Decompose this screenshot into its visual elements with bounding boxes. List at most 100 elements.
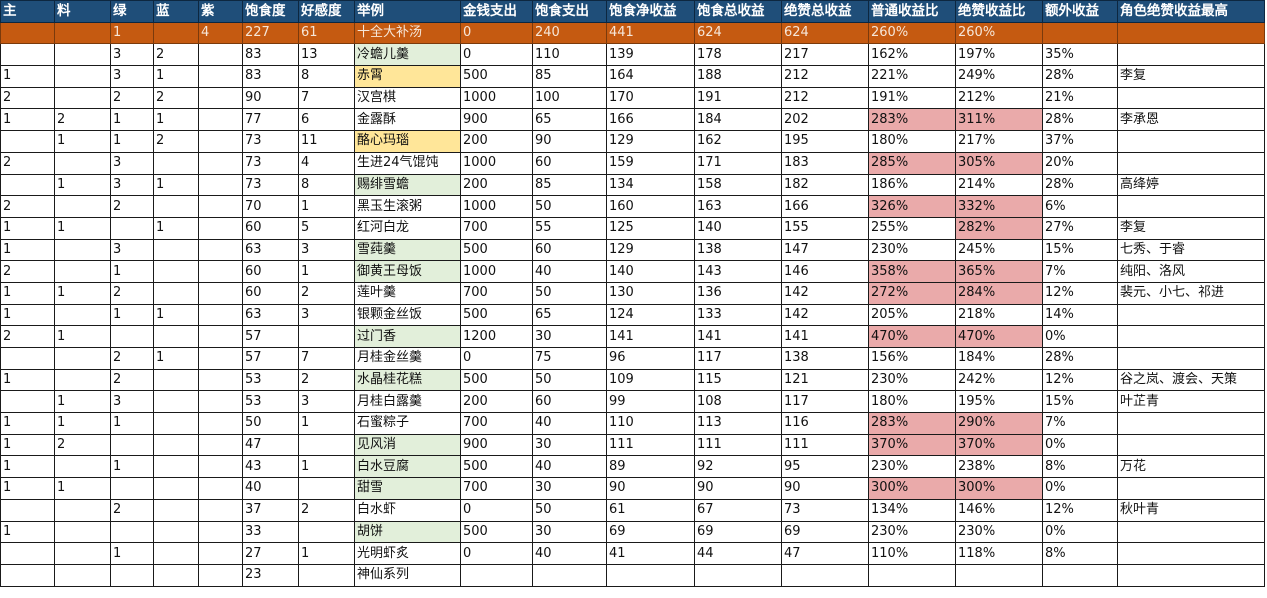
cell-col-extra-gain[interactable]: 15% <box>1042 390 1118 414</box>
cell-col-green[interactable]: 1 <box>110 455 154 479</box>
cell-col-normal-ratio[interactable]: 186% <box>868 173 956 197</box>
cell-col-money-cost[interactable]: 900 <box>460 108 533 132</box>
cell-col-satiety[interactable]: 40 <box>242 477 299 500</box>
cell-col-best-character[interactable] <box>1117 347 1265 370</box>
cell-col-money-cost[interactable]: 1000 <box>460 86 533 110</box>
cell-col-extra-gain[interactable]: 12% <box>1042 368 1118 392</box>
cell-col-normal-ratio[interactable]: 230% <box>868 520 956 544</box>
cell-col-excellent-total[interactable]: 624 <box>781 21 869 45</box>
cell-col-main[interactable]: 1 <box>0 303 55 327</box>
cell-col-satiety-total[interactable]: 136 <box>694 281 782 305</box>
cell-col-best-character[interactable] <box>1117 86 1265 110</box>
cell-col-ingredient[interactable]: 2 <box>54 108 111 132</box>
cell-col-example[interactable]: 银颗金丝饭 <box>354 303 461 327</box>
cell-col-normal-ratio[interactable]: 180% <box>868 130 956 153</box>
cell-col-best-character[interactable]: 秋叶青 <box>1117 498 1265 522</box>
cell-col-purple[interactable] <box>198 412 243 435</box>
cell-col-excellent-total[interactable]: 117 <box>781 390 869 414</box>
cell-col-satiety-net[interactable]: 99 <box>606 390 695 414</box>
cell-col-satiety-net[interactable]: 89 <box>606 455 695 479</box>
cell-col-satiety-cost[interactable]: 30 <box>532 477 607 500</box>
cell-col-excellent-ratio[interactable]: 195% <box>955 390 1043 414</box>
cell-col-satiety[interactable]: 70 <box>242 195 299 218</box>
cell-col-favor[interactable]: 1 <box>298 260 355 283</box>
cell-col-excellent-total[interactable]: 47 <box>781 542 869 565</box>
cell-col-best-character[interactable] <box>1117 563 1265 587</box>
cell-col-satiety-cost[interactable]: 30 <box>532 433 607 457</box>
cell-col-excellent-total[interactable]: 141 <box>781 325 869 348</box>
cell-col-blue[interactable] <box>153 238 199 262</box>
cell-col-example[interactable]: 莲叶羹 <box>354 281 461 305</box>
cell-col-satiety[interactable]: 73 <box>242 130 299 153</box>
cell-col-main[interactable] <box>0 390 55 414</box>
cell-col-money-cost[interactable]: 200 <box>460 173 533 197</box>
cell-col-excellent-ratio[interactable]: 311% <box>955 108 1043 132</box>
cell-col-normal-ratio[interactable]: 272% <box>868 281 956 305</box>
cell-col-satiety-net[interactable]: 96 <box>606 347 695 370</box>
cell-col-excellent-total[interactable]: 183 <box>781 151 869 175</box>
cell-col-blue[interactable] <box>153 542 199 565</box>
cell-col-satiety-net[interactable]: 61 <box>606 498 695 522</box>
cell-col-normal-ratio[interactable]: 230% <box>868 368 956 392</box>
cell-col-satiety-net[interactable]: 166 <box>606 108 695 132</box>
cell-col-satiety-total[interactable]: 171 <box>694 151 782 175</box>
cell-col-example[interactable]: 黑玉生滚粥 <box>354 195 461 218</box>
cell-col-excellent-total[interactable]: 69 <box>781 520 869 544</box>
cell-col-satiety-total[interactable]: 92 <box>694 455 782 479</box>
cell-col-ingredient[interactable] <box>54 542 111 565</box>
cell-col-blue[interactable]: 2 <box>153 86 199 110</box>
cell-col-extra-gain[interactable]: 12% <box>1042 281 1118 305</box>
cell-col-satiety[interactable]: 60 <box>242 281 299 305</box>
cell-col-main[interactable]: 2 <box>0 151 55 175</box>
cell-col-blue[interactable] <box>153 498 199 522</box>
cell-col-example[interactable]: 赤霄 <box>354 65 461 88</box>
cell-col-purple[interactable] <box>198 108 243 132</box>
cell-col-best-character[interactable]: 李复 <box>1117 65 1265 88</box>
cell-col-normal-ratio[interactable]: 156% <box>868 347 956 370</box>
header-col-money-cost[interactable]: 金钱支出 <box>460 0 533 23</box>
cell-col-main[interactable]: 2 <box>0 260 55 283</box>
cell-col-satiety-total[interactable]: 143 <box>694 260 782 283</box>
cell-col-example[interactable]: 白水虾 <box>354 498 461 522</box>
cell-col-excellent-total[interactable]: 111 <box>781 433 869 457</box>
cell-col-excellent-total[interactable]: 116 <box>781 412 869 435</box>
header-col-example[interactable]: 举例 <box>354 0 461 23</box>
cell-col-favor[interactable] <box>298 563 355 587</box>
cell-col-satiety[interactable]: 83 <box>242 65 299 88</box>
cell-col-excellent-ratio[interactable]: 146% <box>955 498 1043 522</box>
cell-col-best-character[interactable]: 裴元、小七、祁进 <box>1117 281 1265 305</box>
header-col-ingredient[interactable]: 料 <box>54 0 111 23</box>
cell-col-normal-ratio[interactable]: 230% <box>868 455 956 479</box>
cell-col-favor[interactable]: 61 <box>298 21 355 45</box>
cell-col-green[interactable]: 1 <box>110 412 154 435</box>
cell-col-extra-gain[interactable]: 14% <box>1042 303 1118 327</box>
cell-col-purple[interactable] <box>198 260 243 283</box>
cell-col-best-character[interactable] <box>1117 43 1265 67</box>
cell-col-money-cost[interactable]: 700 <box>460 281 533 305</box>
cell-col-favor[interactable] <box>298 325 355 348</box>
cell-col-example[interactable]: 甜雪 <box>354 477 461 500</box>
cell-col-normal-ratio[interactable]: 260% <box>868 21 956 45</box>
header-col-favor[interactable]: 好感度 <box>298 0 355 23</box>
cell-col-satiety[interactable]: 43 <box>242 455 299 479</box>
cell-col-excellent-ratio[interactable]: 218% <box>955 303 1043 327</box>
cell-col-blue[interactable] <box>153 195 199 218</box>
cell-col-satiety-net[interactable]: 129 <box>606 130 695 153</box>
cell-col-example[interactable]: 赐绯雪蟾 <box>354 173 461 197</box>
cell-col-extra-gain[interactable]: 20% <box>1042 151 1118 175</box>
cell-col-excellent-ratio[interactable]: 214% <box>955 173 1043 197</box>
cell-col-excellent-total[interactable]: 182 <box>781 173 869 197</box>
cell-col-satiety-total[interactable]: 67 <box>694 498 782 522</box>
cell-col-ingredient[interactable]: 1 <box>54 477 111 500</box>
cell-col-satiety-total[interactable]: 90 <box>694 477 782 500</box>
cell-col-main[interactable]: 1 <box>0 412 55 435</box>
cell-col-satiety-total[interactable]: 138 <box>694 238 782 262</box>
cell-col-satiety-cost[interactable]: 50 <box>532 498 607 522</box>
cell-col-example[interactable]: 红河白龙 <box>354 216 461 240</box>
cell-col-purple[interactable] <box>198 65 243 88</box>
cell-col-normal-ratio[interactable]: 326% <box>868 195 956 218</box>
cell-col-extra-gain[interactable]: 0% <box>1042 520 1118 544</box>
cell-col-excellent-ratio[interactable]: 370% <box>955 433 1043 457</box>
cell-col-favor[interactable] <box>298 433 355 457</box>
cell-col-extra-gain[interactable]: 28% <box>1042 108 1118 132</box>
